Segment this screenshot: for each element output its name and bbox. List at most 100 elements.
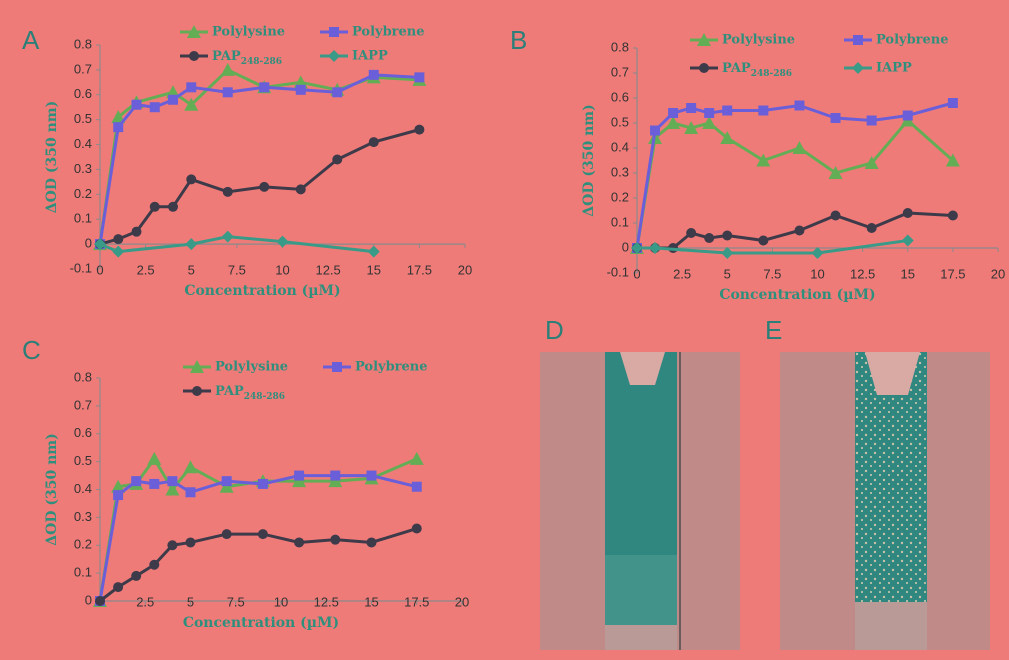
marker <box>945 153 960 167</box>
marker <box>830 210 841 221</box>
marker <box>112 245 125 258</box>
marker <box>722 105 733 116</box>
x-tick-label: 10 <box>274 594 288 609</box>
marker <box>947 98 958 108</box>
y-tick-label: 0.1 <box>74 565 92 580</box>
marker <box>183 460 198 474</box>
marker <box>259 181 270 192</box>
marker <box>722 230 733 241</box>
marker <box>756 153 771 167</box>
marker <box>902 208 913 218</box>
y-tick-label: 0.6 <box>611 89 629 104</box>
marker <box>94 238 106 251</box>
marker <box>185 238 198 251</box>
legend-marker <box>332 362 342 372</box>
marker <box>666 116 681 129</box>
y-tick-label: 0.8 <box>611 39 629 54</box>
x-tick-label: 17.5 <box>404 594 429 609</box>
legend-marker <box>328 50 340 62</box>
photo-e <box>780 352 990 650</box>
y-axis-title: ΔOD (350 nm) <box>581 104 597 216</box>
x-tick-label: 5 <box>724 266 731 281</box>
x-axis-title: Concentration (µM) <box>719 287 875 303</box>
y-tick-label: 0.8 <box>74 36 92 51</box>
panel-label: A <box>22 25 40 55</box>
marker <box>186 174 197 185</box>
marker <box>792 141 807 154</box>
marker <box>328 474 343 488</box>
marker <box>414 124 425 135</box>
x-tick-label: 0 <box>633 266 640 281</box>
marker <box>131 476 142 487</box>
legend-marker <box>697 33 711 46</box>
marker <box>259 82 270 93</box>
marker <box>95 596 105 606</box>
marker <box>702 116 717 129</box>
legend-marker <box>190 360 204 373</box>
x-axis-title: Concentration (µM) <box>184 283 340 299</box>
y-tick-label: 0.4 <box>611 139 629 154</box>
marker <box>411 481 422 492</box>
marker <box>631 242 643 254</box>
y-tick-label: 0.4 <box>74 136 92 151</box>
marker <box>295 84 306 95</box>
legend-label: PAP248-286 <box>212 49 282 67</box>
marker <box>221 476 232 487</box>
x-tick-label: 17.5 <box>940 266 965 281</box>
x-tick-label: 7.5 <box>228 262 246 277</box>
y-tick-label: 0.6 <box>74 425 92 440</box>
marker <box>220 62 235 76</box>
legend-label: PAP248-286 <box>215 384 285 402</box>
marker <box>411 523 422 534</box>
marker <box>794 225 805 236</box>
x-tick-label: 7.5 <box>227 594 245 609</box>
marker <box>294 470 305 481</box>
marker <box>686 228 697 238</box>
marker <box>111 110 126 124</box>
y-tick-label: 0 <box>622 239 629 254</box>
y-tick-label: 0.6 <box>74 86 92 101</box>
marker <box>721 247 734 259</box>
marker <box>368 69 379 80</box>
marker <box>366 470 377 481</box>
marker <box>131 570 142 581</box>
marker <box>414 72 425 83</box>
marker <box>149 102 160 113</box>
y-tick-label: 0.5 <box>74 453 92 468</box>
x-tick-label: 7.5 <box>763 266 781 281</box>
y-tick-label: 0.7 <box>74 397 92 412</box>
legend-marker <box>329 27 339 37</box>
y-tick-label: -0.1 <box>607 264 629 279</box>
y-tick-label: 0.3 <box>74 509 92 524</box>
marker <box>149 201 160 212</box>
y-tick-label: -0.1 <box>70 260 92 275</box>
y-tick-label: 0 <box>85 236 92 251</box>
marker <box>901 234 914 247</box>
legend-marker <box>853 35 863 45</box>
marker <box>221 529 232 540</box>
marker <box>113 122 124 133</box>
marker <box>409 451 424 465</box>
legend-label: Polybrene <box>352 25 425 40</box>
x-tick-label: 17.5 <box>407 262 432 277</box>
y-tick-label: 0.2 <box>74 537 92 552</box>
x-tick-label: 10 <box>275 262 289 277</box>
legend-marker <box>187 25 201 38</box>
marker <box>257 478 268 489</box>
marker <box>219 479 234 493</box>
y-tick-label: 0.1 <box>611 214 629 229</box>
marker <box>704 108 715 118</box>
y-tick-label: 0.8 <box>74 369 92 384</box>
x-tick-label: 2.5 <box>136 594 154 609</box>
marker <box>332 154 343 165</box>
y-tick-label: 0 <box>85 592 92 607</box>
marker <box>684 121 699 134</box>
marker <box>222 186 233 197</box>
y-tick-label: 0.5 <box>611 114 629 129</box>
marker <box>811 247 824 259</box>
marker <box>866 115 877 126</box>
marker <box>649 242 662 254</box>
marker <box>830 113 841 123</box>
marker <box>131 99 142 110</box>
marker <box>149 478 160 489</box>
